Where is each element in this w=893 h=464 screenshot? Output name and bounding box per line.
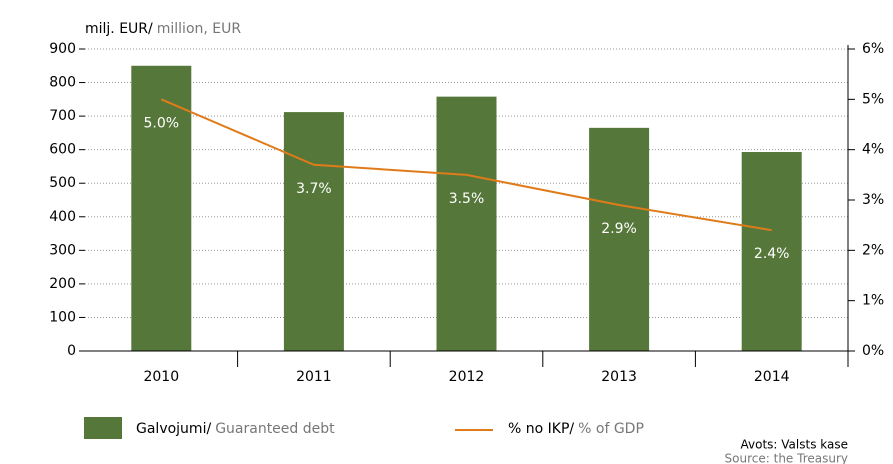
- bar: [131, 65, 192, 352]
- y-tick-label: 300: [49, 242, 76, 258]
- legend-label-lv: % no IKP/: [508, 421, 574, 437]
- bar: [741, 152, 802, 351]
- y-axis-label: milj. EUR/million, EUR: [85, 21, 241, 37]
- bar: [283, 112, 344, 351]
- legend-label-en: Guaranteed debt: [215, 421, 335, 437]
- data-label: 5.0%: [144, 115, 180, 131]
- y2-tick-label: 5%: [862, 91, 884, 107]
- data-label: 3.7%: [296, 181, 332, 197]
- x-tick-label: 2014: [754, 369, 790, 385]
- y-tick-label: 600: [49, 142, 76, 158]
- source-en: Source: the Treasury: [725, 452, 848, 464]
- y-tick-label: 900: [49, 41, 76, 57]
- y-tick-label: 400: [49, 209, 76, 225]
- data-label: 3.5%: [449, 191, 485, 207]
- x-tick-label: 2011: [296, 369, 332, 385]
- legend-swatch: [84, 417, 122, 439]
- source-lv: Avots: Valsts kase: [741, 438, 848, 452]
- y-tick-label: 800: [49, 75, 76, 91]
- x-tick-label: 2013: [601, 369, 637, 385]
- y2-tick-label: 1%: [862, 293, 884, 309]
- y-tick-label: 700: [49, 108, 76, 124]
- y2-tick-label: 6%: [862, 41, 884, 57]
- x-tick-label: 2010: [143, 369, 179, 385]
- legend-label: % no IKP/% of GDP: [508, 421, 644, 437]
- y2-tick-label: 0%: [862, 343, 884, 359]
- y-tick-label: 0: [67, 343, 76, 359]
- line-series: [160, 98, 772, 232]
- bar: [589, 127, 650, 351]
- y2-tick-label: 2%: [862, 242, 884, 258]
- y-axis-label-lv: milj. EUR/: [85, 21, 153, 37]
- y2-tick-label: 3%: [862, 192, 884, 208]
- y-axis-label-en: million, EUR: [157, 21, 242, 37]
- legend-label-en: % of GDP: [578, 421, 644, 437]
- y2-tick-label: 4%: [862, 142, 884, 158]
- y-tick-label: 500: [49, 175, 76, 191]
- x-tick-label: 2012: [449, 369, 485, 385]
- bar: [436, 96, 497, 351]
- legend-label-lv: Galvojumi/: [136, 421, 211, 437]
- y-tick-label: 200: [49, 276, 76, 292]
- data-label: 2.4%: [754, 246, 790, 262]
- legend-label: Galvojumi/Guaranteed debt: [136, 421, 335, 437]
- data-label: 2.9%: [601, 221, 637, 237]
- y-tick-label: 100: [49, 309, 76, 325]
